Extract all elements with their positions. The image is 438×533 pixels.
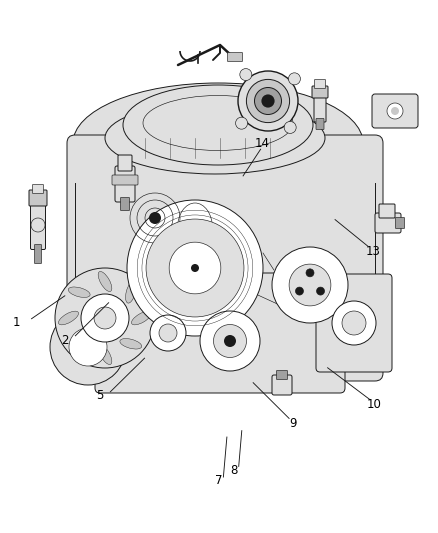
Circle shape [94,307,116,329]
Text: 5: 5 [96,389,103,402]
Circle shape [261,94,275,108]
FancyBboxPatch shape [29,190,47,206]
Circle shape [254,87,282,115]
FancyBboxPatch shape [118,155,132,171]
Circle shape [332,301,376,345]
Circle shape [127,200,263,336]
Circle shape [159,324,177,342]
Ellipse shape [105,102,325,174]
Text: 14: 14 [254,138,269,150]
Circle shape [247,79,290,123]
Circle shape [149,212,161,224]
Ellipse shape [59,311,78,325]
Ellipse shape [74,333,85,355]
Ellipse shape [143,95,293,150]
Circle shape [306,269,314,277]
FancyBboxPatch shape [316,118,324,130]
Circle shape [272,247,348,323]
Circle shape [391,107,399,115]
FancyBboxPatch shape [67,135,383,381]
Ellipse shape [123,85,313,165]
Circle shape [236,117,247,129]
Ellipse shape [68,287,90,297]
Text: 1: 1 [13,316,21,329]
Polygon shape [75,143,130,303]
FancyBboxPatch shape [31,201,46,249]
FancyBboxPatch shape [120,198,130,211]
Circle shape [200,311,260,371]
Circle shape [146,219,244,317]
Circle shape [191,264,199,272]
Text: 2: 2 [61,334,69,346]
Circle shape [342,311,366,335]
FancyBboxPatch shape [115,166,135,202]
Polygon shape [320,143,375,303]
FancyBboxPatch shape [316,274,392,372]
Circle shape [387,103,403,119]
Circle shape [69,328,107,366]
Text: 7: 7 [215,474,223,487]
FancyBboxPatch shape [32,184,43,193]
Circle shape [289,264,331,306]
Circle shape [169,242,221,294]
Circle shape [81,294,129,342]
Text: 13: 13 [366,245,381,258]
Circle shape [317,287,325,295]
Ellipse shape [73,83,363,203]
Circle shape [224,335,236,347]
Circle shape [50,309,126,385]
FancyBboxPatch shape [372,94,418,128]
FancyBboxPatch shape [112,175,138,185]
Text: 10: 10 [367,398,382,410]
FancyBboxPatch shape [276,370,287,379]
FancyBboxPatch shape [375,213,401,233]
Ellipse shape [126,281,136,303]
Circle shape [150,315,186,351]
FancyBboxPatch shape [35,245,42,263]
Ellipse shape [120,338,142,349]
Text: 9: 9 [290,417,297,430]
FancyBboxPatch shape [227,52,243,61]
FancyBboxPatch shape [396,217,405,229]
FancyBboxPatch shape [379,204,395,218]
Circle shape [289,73,300,85]
Circle shape [296,287,304,295]
FancyBboxPatch shape [312,86,328,98]
Ellipse shape [98,344,112,365]
Text: 8: 8 [231,464,238,477]
Circle shape [55,268,155,368]
FancyBboxPatch shape [95,273,345,393]
FancyBboxPatch shape [272,375,292,395]
Ellipse shape [98,271,112,292]
Circle shape [213,325,247,358]
Ellipse shape [131,311,152,325]
FancyBboxPatch shape [314,92,326,122]
Circle shape [284,122,296,133]
FancyBboxPatch shape [314,79,325,88]
Circle shape [238,71,298,131]
Circle shape [240,69,252,80]
